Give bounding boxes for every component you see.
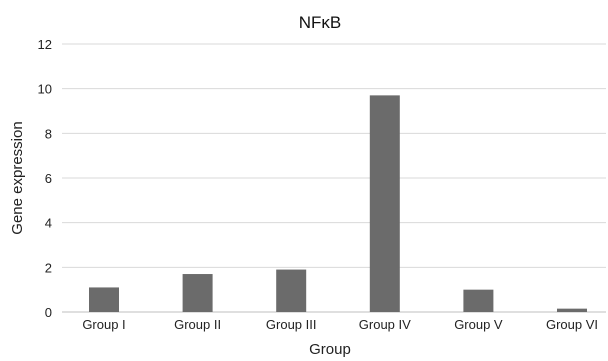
y-axis-ticks: 0 2 4 6 8 10 12 — [38, 37, 52, 320]
bar-group-vi — [557, 308, 587, 312]
y-tick-label: 2 — [45, 260, 52, 275]
x-tick-label: Group IV — [359, 317, 411, 332]
grid-lines — [62, 43, 606, 313]
y-tick-label: 12 — [38, 37, 52, 52]
x-tick-label: Group III — [266, 317, 317, 332]
y-axis-label: Gene expression — [9, 121, 26, 234]
x-tick-label: Group VI — [546, 317, 598, 332]
y-tick-label: 10 — [38, 82, 52, 97]
bar-group-iii — [276, 269, 307, 312]
y-tick-label: 8 — [45, 126, 52, 141]
x-tick-label: Group V — [454, 317, 503, 332]
y-tick-label: 4 — [45, 216, 52, 231]
y-tick-label: 6 — [45, 171, 52, 186]
bars — [89, 95, 587, 312]
chart-title: NFκB — [299, 13, 342, 32]
bar-group-iv — [369, 95, 400, 312]
bar-group-i — [89, 287, 119, 312]
bar-group-v — [463, 289, 494, 312]
x-tick-label: Group II — [174, 317, 221, 332]
bar-group-ii — [182, 274, 213, 312]
x-axis-label: Group — [309, 341, 351, 358]
x-tick-label: Group I — [82, 317, 125, 332]
x-axis-ticks: Group I Group II Group III Group IV Group V G… — [82, 317, 598, 332]
y-tick-label: 0 — [45, 305, 52, 320]
